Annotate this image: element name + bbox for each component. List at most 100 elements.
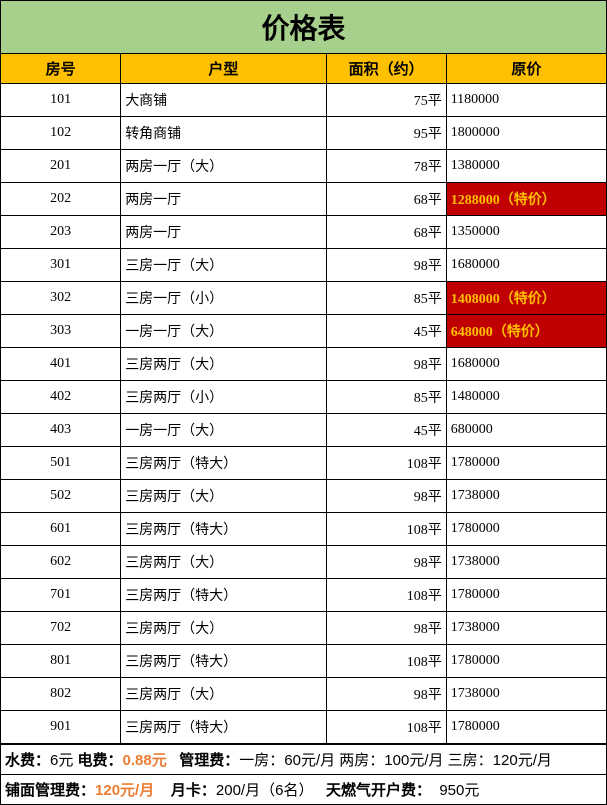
cell-area: 45平 xyxy=(326,315,446,348)
cell-type: 三房两厅（大） xyxy=(121,612,326,645)
header-row: 房号 户型 面积（约） 原价 xyxy=(1,54,607,84)
cell-type: 三房两厅（特大） xyxy=(121,513,326,546)
cell-area: 45平 xyxy=(326,414,446,447)
cell-price: 1780000 xyxy=(446,645,606,678)
table-body: 101大商铺75平1180000102转角商铺95平1800000201两房一厅… xyxy=(1,84,607,744)
cell-room: 203 xyxy=(1,216,121,249)
cell-type: 一房一厅（大） xyxy=(121,414,326,447)
cell-room: 301 xyxy=(1,249,121,282)
cell-room: 303 xyxy=(1,315,121,348)
cell-type: 三房两厅（大） xyxy=(121,480,326,513)
table-row: 401三房两厅（大）98平1680000 xyxy=(1,348,607,381)
table-row: 402三房两厅（小）85平1480000 xyxy=(1,381,607,414)
cell-price: 1680000 xyxy=(446,249,606,282)
table-row: 701三房两厅（特大）108平1780000 xyxy=(1,579,607,612)
cell-area: 98平 xyxy=(326,249,446,282)
cell-type: 转角商铺 xyxy=(121,117,326,150)
cell-price: 1480000 xyxy=(446,381,606,414)
water-val: 6元 xyxy=(50,752,73,769)
page-title: 价格表 xyxy=(0,0,607,53)
cell-room: 802 xyxy=(1,678,121,711)
cell-type: 一房一厅（大） xyxy=(121,315,326,348)
cell-price: 1680000 xyxy=(446,348,606,381)
cell-area: 95平 xyxy=(326,117,446,150)
cell-room: 302 xyxy=(1,282,121,315)
price-table: 房号 户型 面积（约） 原价 101大商铺75平1180000102转角商铺95… xyxy=(0,53,607,744)
table-row: 403一房一厅（大）45平680000 xyxy=(1,414,607,447)
cell-area: 108平 xyxy=(326,645,446,678)
cell-type: 三房两厅（特大） xyxy=(121,579,326,612)
cell-area: 78平 xyxy=(326,150,446,183)
footer-block: 水费：6元 电费：0.88元 管理费：一房：60元/月 两房：100元/月 三房… xyxy=(0,744,607,805)
cell-type: 三房两厅（特大） xyxy=(121,645,326,678)
col-area-header: 面积（约） xyxy=(326,54,446,84)
cell-price: 680000 xyxy=(446,414,606,447)
cell-room: 502 xyxy=(1,480,121,513)
cell-type: 大商铺 xyxy=(121,84,326,117)
col-room-header: 房号 xyxy=(1,54,121,84)
cell-price-special: 648000（特价） xyxy=(446,315,606,348)
col-price-header: 原价 xyxy=(446,54,606,84)
cell-room: 401 xyxy=(1,348,121,381)
cell-type: 两房一厅 xyxy=(121,183,326,216)
footer-row-1: 水费：6元 电费：0.88元 管理费：一房：60元/月 两房：100元/月 三房… xyxy=(1,744,606,774)
table-row: 802三房两厅（大）98平1738000 xyxy=(1,678,607,711)
gas-val: 950元 xyxy=(439,782,479,799)
elec-val: 0.88元 xyxy=(123,752,167,769)
cell-area: 108平 xyxy=(326,711,446,744)
table-row: 101大商铺75平1180000 xyxy=(1,84,607,117)
gas-label: 天燃气开户费： xyxy=(326,782,431,799)
cell-type: 三房一厅（大） xyxy=(121,249,326,282)
mgmt-label: 管理费： xyxy=(179,752,239,769)
cell-area: 68平 xyxy=(326,183,446,216)
cell-room: 901 xyxy=(1,711,121,744)
card-val: 200/月（6名） xyxy=(216,782,314,799)
cell-room: 202 xyxy=(1,183,121,216)
cell-room: 602 xyxy=(1,546,121,579)
shop-mgmt-label: 铺面管理费： xyxy=(5,782,95,799)
cell-price: 1780000 xyxy=(446,711,606,744)
cell-area: 108平 xyxy=(326,513,446,546)
table-row: 301三房一厅（大）98平1680000 xyxy=(1,249,607,282)
table-row: 601三房两厅（特大）108平1780000 xyxy=(1,513,607,546)
table-row: 702三房两厅（大）98平1738000 xyxy=(1,612,607,645)
card-label: 月卡： xyxy=(171,782,216,799)
cell-type: 三房两厅（大） xyxy=(121,678,326,711)
cell-area: 98平 xyxy=(326,612,446,645)
cell-price: 1800000 xyxy=(446,117,606,150)
water-label: 水费： xyxy=(5,752,50,769)
cell-price: 1738000 xyxy=(446,678,606,711)
cell-price-special: 1408000（特价） xyxy=(446,282,606,315)
cell-price: 1780000 xyxy=(446,579,606,612)
cell-room: 201 xyxy=(1,150,121,183)
cell-room: 403 xyxy=(1,414,121,447)
cell-room: 801 xyxy=(1,645,121,678)
table-row: 502三房两厅（大）98平1738000 xyxy=(1,480,607,513)
cell-price: 1780000 xyxy=(446,513,606,546)
cell-area: 108平 xyxy=(326,579,446,612)
table-row: 201两房一厅（大）78平1380000 xyxy=(1,150,607,183)
table-row: 801三房两厅（特大）108平1780000 xyxy=(1,645,607,678)
cell-price: 1738000 xyxy=(446,546,606,579)
cell-price: 1380000 xyxy=(446,150,606,183)
table-row: 602三房两厅（大）98平1738000 xyxy=(1,546,607,579)
cell-area: 108平 xyxy=(326,447,446,480)
cell-price: 1780000 xyxy=(446,447,606,480)
table-row: 901三房两厅（特大）108平1780000 xyxy=(1,711,607,744)
cell-area: 85平 xyxy=(326,282,446,315)
cell-room: 601 xyxy=(1,513,121,546)
cell-room: 702 xyxy=(1,612,121,645)
cell-price-special: 1288000（特价） xyxy=(446,183,606,216)
cell-area: 75平 xyxy=(326,84,446,117)
cell-type: 三房一厅（小） xyxy=(121,282,326,315)
cell-type: 三房两厅（特大） xyxy=(121,711,326,744)
table-row: 202两房一厅68平1288000（特价） xyxy=(1,183,607,216)
cell-price: 1180000 xyxy=(446,84,606,117)
col-type-header: 户型 xyxy=(121,54,326,84)
footer-row-2: 铺面管理费：120元/月 月卡：200/月（6名） 天燃气开户费： 950元 xyxy=(1,774,606,804)
cell-type: 三房两厅（小） xyxy=(121,381,326,414)
cell-room: 102 xyxy=(1,117,121,150)
table-row: 102转角商铺95平1800000 xyxy=(1,117,607,150)
cell-room: 402 xyxy=(1,381,121,414)
cell-price: 1350000 xyxy=(446,216,606,249)
